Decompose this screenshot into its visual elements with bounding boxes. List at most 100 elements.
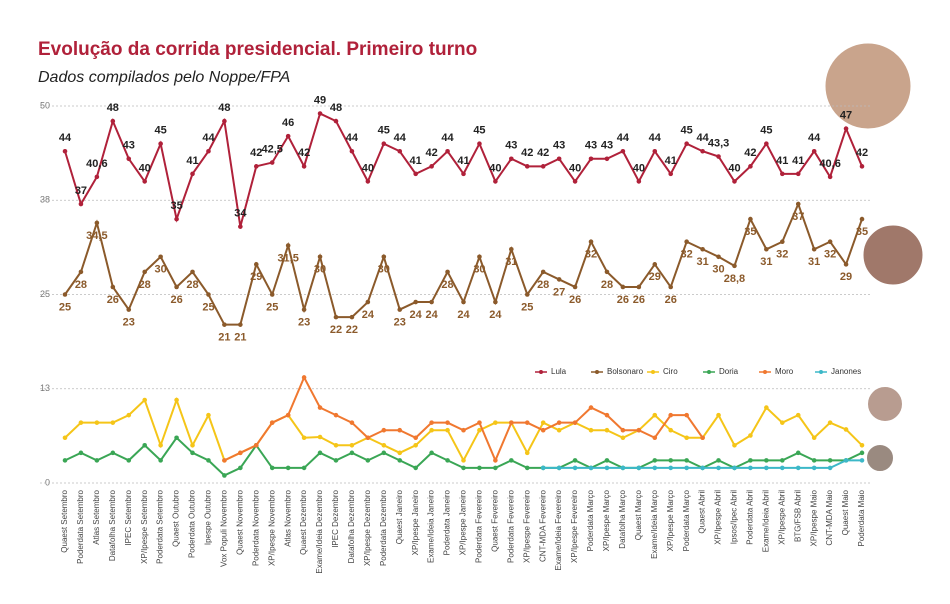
data-point	[206, 458, 211, 463]
data-point	[158, 141, 163, 146]
data-point	[684, 141, 689, 146]
data-label: 41	[186, 155, 198, 167]
data-point	[588, 465, 594, 471]
x-tick-label: XP/Ipespe Abril	[714, 490, 723, 545]
y-tick-label: 38	[40, 195, 50, 205]
data-point	[764, 141, 769, 146]
data-point	[461, 427, 466, 433]
data-label: 23	[394, 316, 406, 328]
data-point	[174, 435, 179, 441]
data-point	[317, 111, 323, 116]
data-point	[317, 405, 323, 410]
data-point	[811, 148, 817, 154]
data-point	[126, 307, 132, 312]
data-point	[684, 465, 689, 471]
data-label: 44	[202, 132, 215, 144]
x-tick-label: Exame/Ideia Dezembro	[315, 489, 324, 573]
data-point	[652, 435, 658, 441]
data-point	[604, 458, 610, 463]
data-point	[636, 465, 642, 471]
data-label: 45	[473, 125, 485, 137]
x-tick-label: Ipsos/Ipec Abril	[730, 490, 739, 544]
data-point	[429, 164, 434, 169]
data-point	[588, 156, 594, 162]
data-point	[700, 435, 705, 441]
data-label: 49	[314, 94, 326, 106]
data-point	[556, 420, 562, 425]
data-point	[397, 148, 403, 154]
data-label: 44	[617, 132, 630, 144]
data-label: 26	[569, 294, 581, 306]
data-label: 28	[75, 279, 87, 291]
x-tick-label: Atlas Setembro	[92, 489, 101, 544]
data-point	[110, 118, 116, 124]
data-point	[429, 427, 434, 433]
data-point	[620, 284, 626, 290]
data-point	[158, 458, 163, 463]
data-point	[764, 458, 769, 463]
x-tick-label: Quaest Novembro	[235, 489, 244, 554]
data-point	[827, 174, 833, 180]
data-point	[285, 133, 291, 139]
data-label: 44	[394, 132, 407, 144]
data-label: 28	[186, 279, 198, 291]
data-point	[843, 126, 849, 131]
data-point	[477, 254, 482, 260]
data-point	[604, 269, 610, 275]
data-point	[445, 148, 450, 154]
data-label: 25	[59, 301, 71, 313]
chart-title: Evolução da corrida presidencial. Primei…	[38, 39, 477, 60]
legend-label: Bolsonaro	[607, 367, 644, 376]
data-point	[142, 397, 147, 403]
x-tick-label: Quaest Outubro	[172, 489, 181, 546]
data-point	[397, 307, 403, 312]
data-point	[780, 239, 785, 245]
data-point	[445, 269, 450, 275]
data-point	[509, 420, 514, 425]
data-point	[716, 465, 721, 471]
data-point	[652, 148, 658, 154]
data-point	[477, 141, 482, 146]
legend-label: Moro	[775, 367, 794, 376]
x-tick-label: Exame/Ideia Janeiro	[427, 489, 436, 562]
data-point	[572, 458, 578, 463]
data-label: 45	[760, 125, 772, 137]
data-point	[540, 164, 546, 169]
data-label: 43	[505, 140, 517, 152]
data-point	[253, 443, 259, 448]
data-label: 21	[218, 332, 230, 344]
data-point	[222, 118, 227, 124]
data-point	[349, 443, 355, 448]
data-label: 34	[234, 208, 247, 220]
data-point	[190, 443, 195, 448]
data-point	[620, 435, 626, 441]
legend-swatch	[651, 370, 655, 374]
data-point	[461, 171, 466, 177]
data-label: 35	[856, 226, 868, 238]
data-point	[477, 427, 482, 433]
x-tick-label: Atlas Novembro	[283, 489, 292, 546]
data-point	[349, 420, 355, 425]
data-point	[142, 443, 147, 448]
data-label: 34,5	[86, 230, 107, 242]
data-point	[397, 450, 403, 456]
data-label: 42	[425, 147, 437, 159]
legend-swatch	[539, 370, 543, 374]
data-point	[620, 148, 626, 154]
data-label: 28	[537, 279, 549, 291]
data-point	[269, 465, 275, 471]
chart-subtitle: Dados compilados pelo Noppe/FPA	[38, 69, 290, 86]
data-point	[843, 262, 849, 267]
data-label: 48	[107, 102, 119, 114]
data-label: 40,6	[86, 158, 107, 170]
data-point	[588, 405, 594, 410]
x-tick-label: Quaest Setembro	[60, 489, 69, 552]
data-point	[238, 322, 243, 327]
data-point	[668, 458, 674, 463]
data-label: 24	[457, 309, 470, 321]
data-point	[301, 435, 307, 441]
data-point	[748, 164, 753, 169]
data-point	[493, 465, 498, 471]
data-point	[859, 164, 865, 169]
data-point	[62, 435, 68, 441]
